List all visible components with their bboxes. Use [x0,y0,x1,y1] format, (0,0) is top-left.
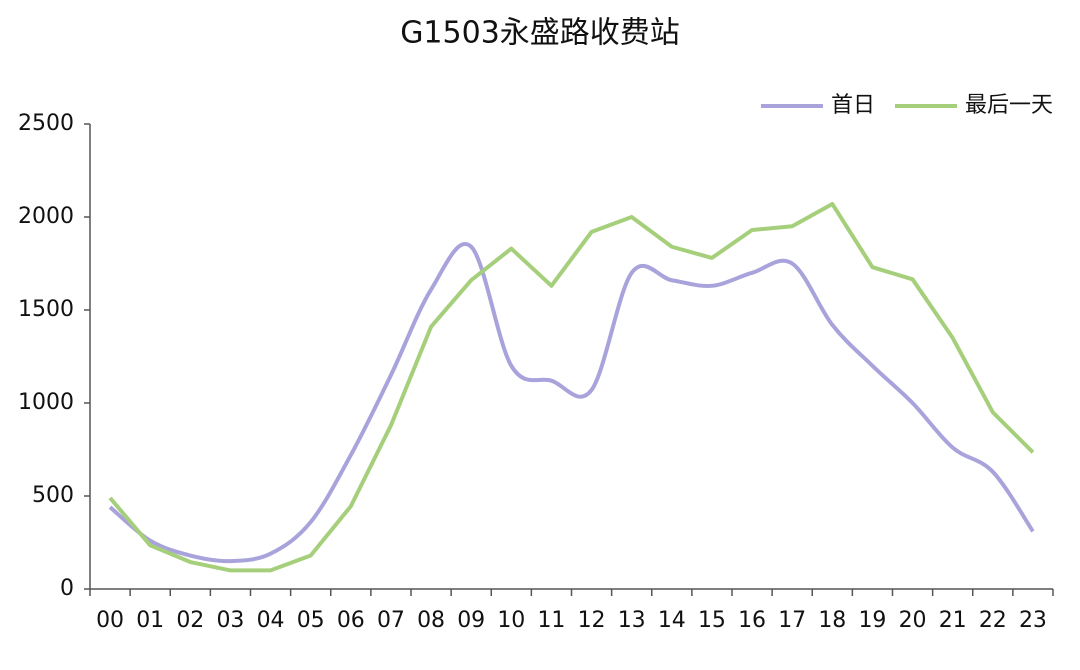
legend-label: 首日 [831,93,875,118]
x-tick-label: 17 [778,608,806,633]
x-tick-label: 00 [96,608,124,633]
line-series [108,242,1035,564]
y-tick-label: 0 [60,576,74,601]
x-tick-label: 14 [658,608,686,633]
x-tick-label: 06 [337,608,365,633]
y-tick-label: 500 [32,483,74,508]
legend-label: 最后一天 [965,93,1053,118]
x-tick-label: 03 [216,608,244,633]
x-tick-label: 04 [257,608,285,633]
x-tick-label: 19 [858,608,886,633]
x-tick-label: 12 [578,608,606,633]
x-tick-label: 07 [377,608,405,633]
x-tick-label: 22 [979,608,1007,633]
x-tick-label: 01 [136,608,164,633]
x-tick-label: 21 [939,608,967,633]
y-tick-label: 1500 [18,297,74,322]
x-tick-label: 09 [457,608,485,633]
x-tick-label: 11 [537,608,565,633]
y-tick-label: 2000 [18,204,74,229]
x-tick-label: 10 [497,608,525,633]
x-tick-label: 02 [176,608,204,633]
x-tick-label: 13 [618,608,646,633]
y-tick-label: 2500 [18,111,74,136]
x-tick-label: 23 [1019,608,1047,633]
x-tick-label: 16 [738,608,766,633]
chart-title: G1503永盛路收费站 [400,16,680,51]
x-tick-label: 18 [818,608,846,633]
x-tick-label: 20 [899,608,927,633]
x-tick-label: 15 [698,608,726,633]
line-series [108,201,1035,573]
x-tick-label: 05 [297,608,325,633]
x-tick-label: 08 [417,608,445,633]
y-tick-label: 1000 [18,390,74,415]
